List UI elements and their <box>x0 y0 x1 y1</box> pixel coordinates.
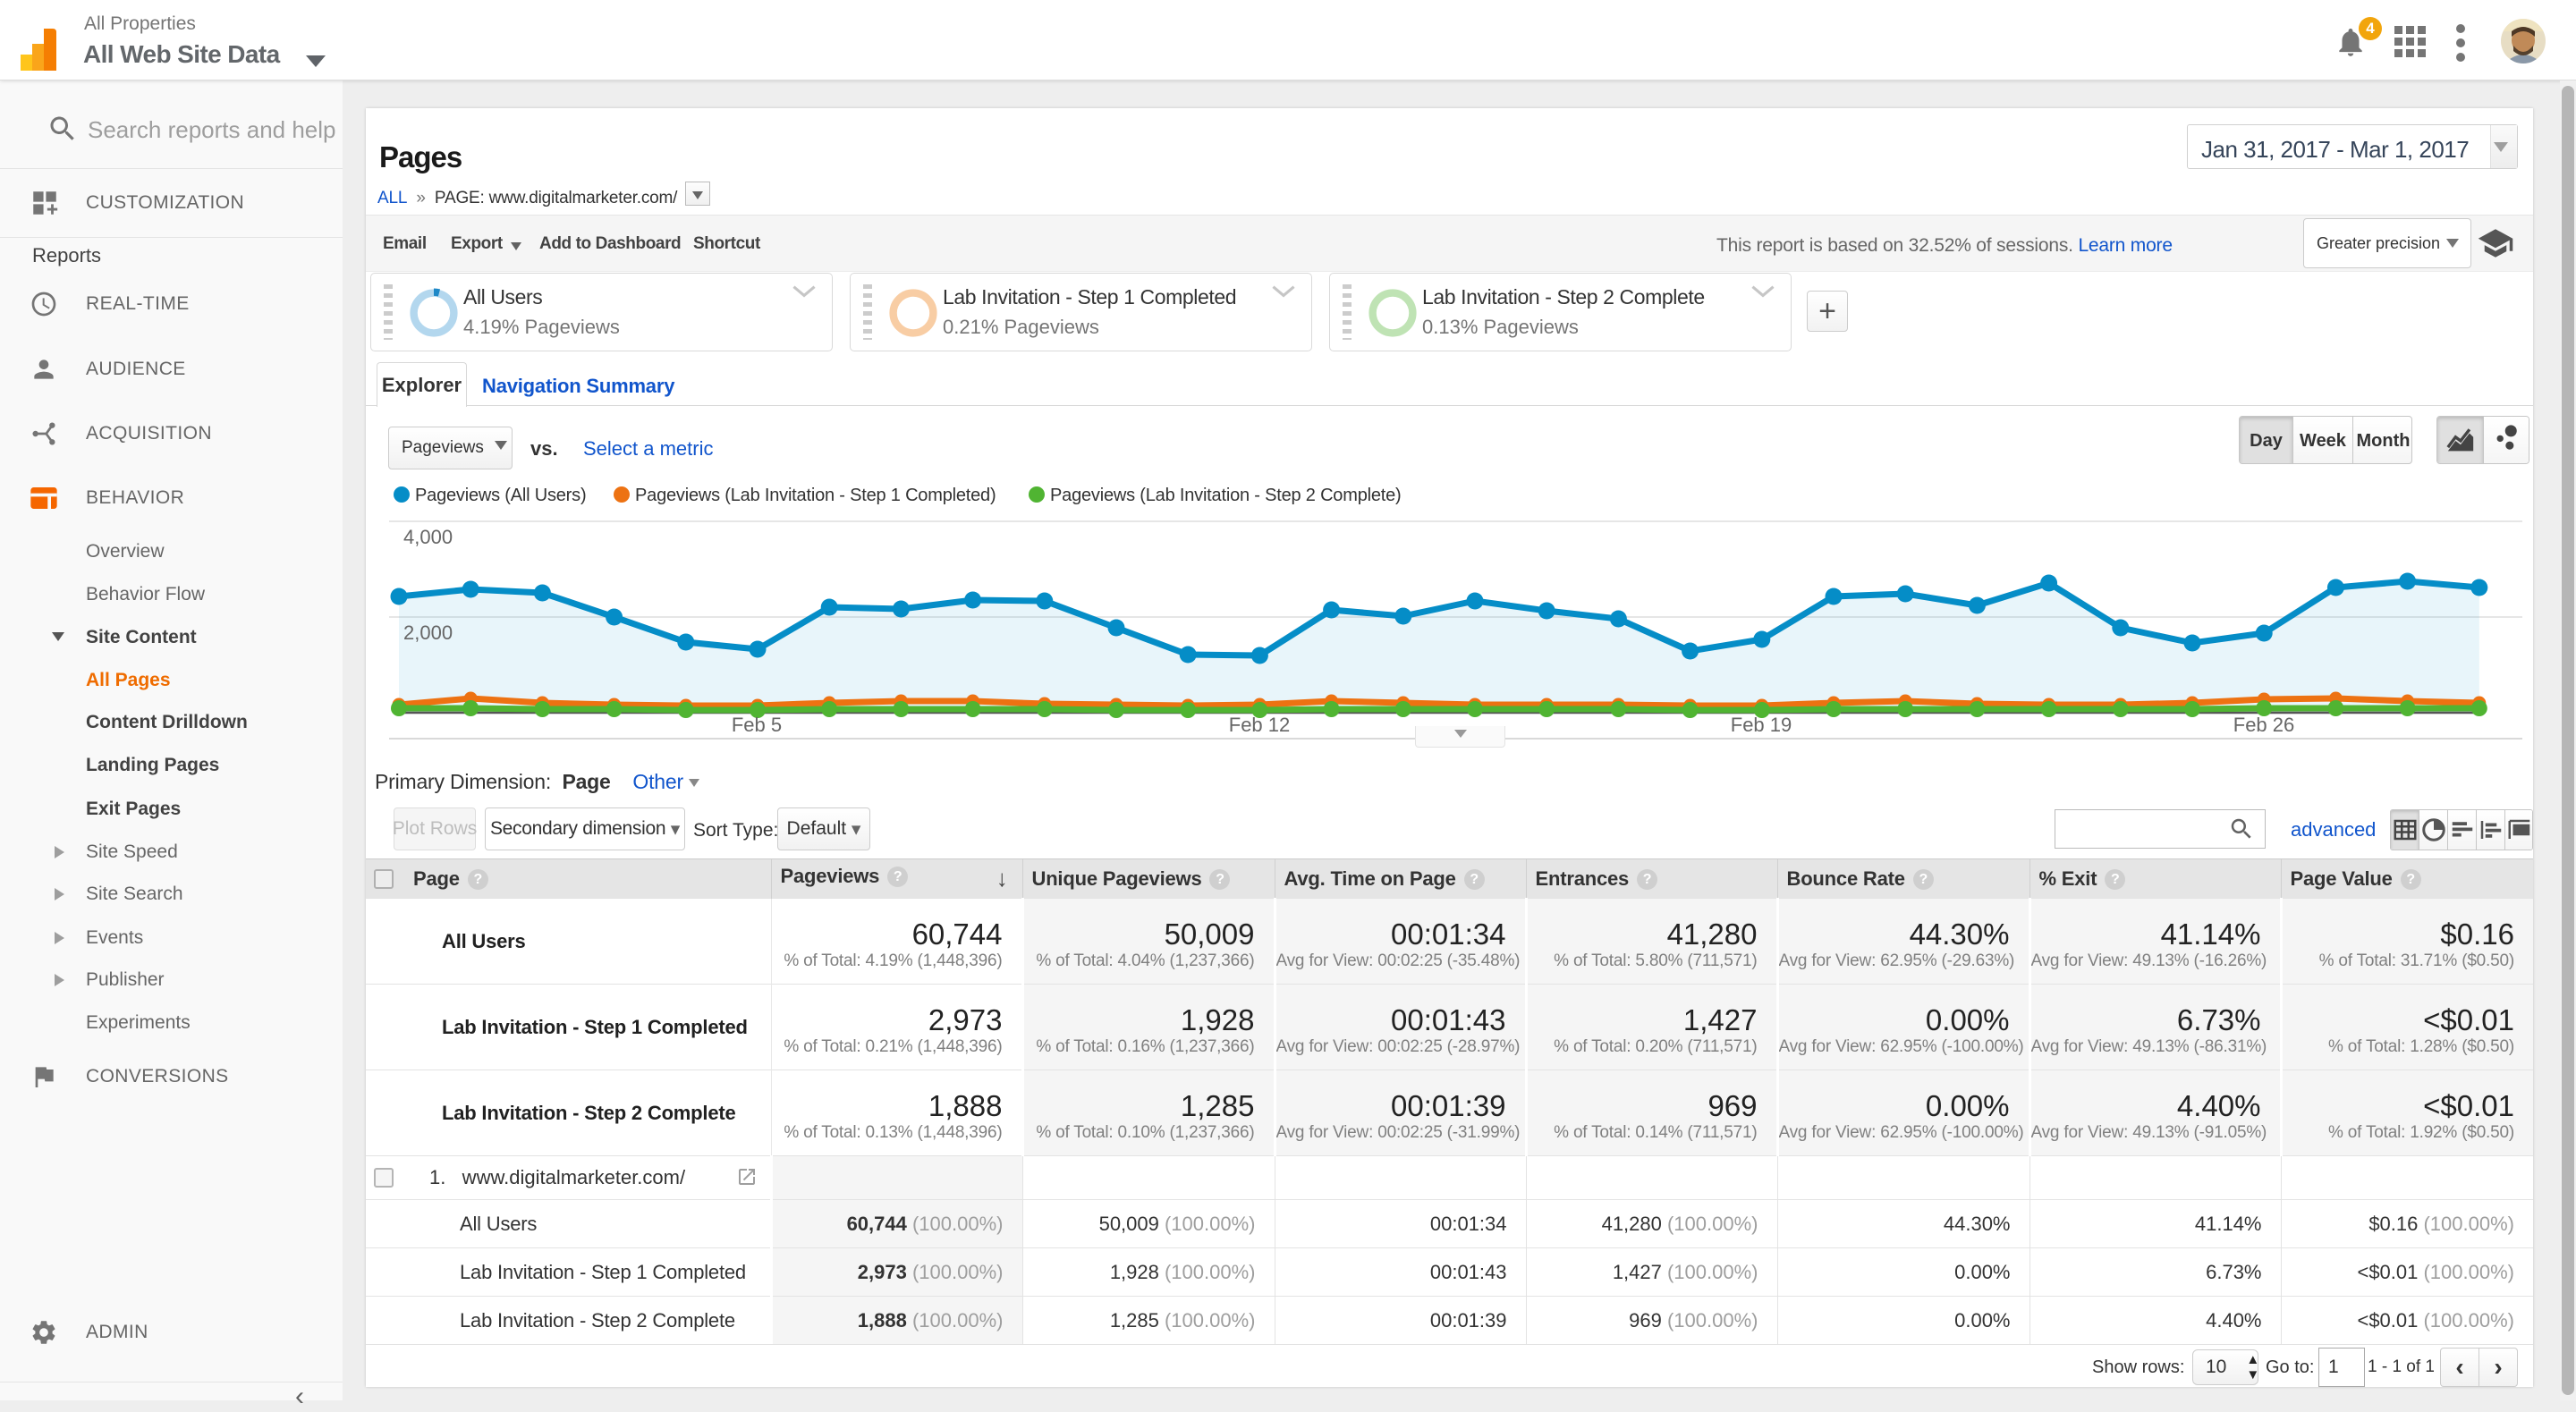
svg-text:Feb 26: Feb 26 <box>2233 714 2295 736</box>
svg-text:2,000: 2,000 <box>403 621 453 644</box>
svg-text:4,000: 4,000 <box>403 526 453 548</box>
svg-text:Feb 19: Feb 19 <box>1731 714 1792 736</box>
svg-text:Feb 5: Feb 5 <box>732 714 782 736</box>
svg-text:Feb 12: Feb 12 <box>1229 714 1291 736</box>
